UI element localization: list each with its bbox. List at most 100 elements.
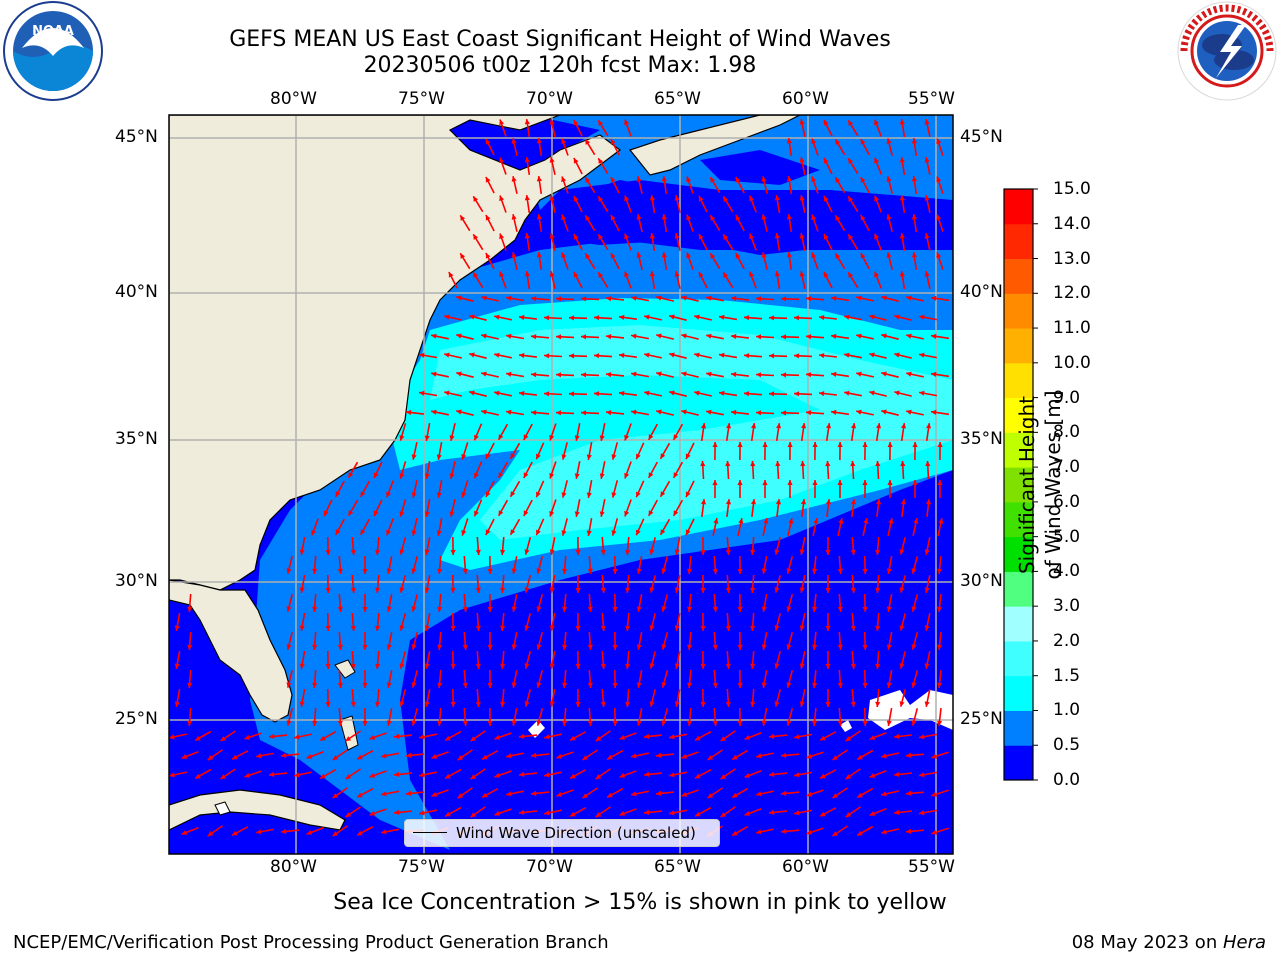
wind-wave-arrow: [411, 518, 418, 536]
wind-wave-arrow: [799, 271, 806, 289]
wind-wave-arrow: [787, 480, 793, 498]
wind-wave-arrow: [431, 409, 449, 416]
wind-wave-arrow: [735, 176, 745, 194]
wind-wave-arrow: [350, 650, 356, 670]
lat-label-right-25n: 25°N: [960, 709, 1003, 729]
map-subtitle-run: 20230506 t00z 120h fcst Max: 1.98: [363, 53, 757, 78]
wind-wave-arrow: [644, 352, 662, 359]
wind-wave-arrow: [530, 372, 550, 378]
wind-wave-arrow: [549, 537, 556, 555]
wind-wave-arrow: [244, 770, 262, 778]
colorbar-segment: [1004, 606, 1033, 642]
wind-wave-arrow: [475, 688, 481, 708]
wind-wave-arrow: [169, 771, 187, 778]
wind-wave-arrow: [319, 730, 337, 742]
wind-wave-arrow: [375, 650, 381, 670]
wind-wave-arrow: [494, 352, 512, 359]
wind-wave-arrow: [924, 575, 931, 593]
wind-wave-arrow: [431, 751, 449, 759]
wind-wave-arrow: [905, 790, 925, 796]
wind-wave-arrow: [611, 480, 619, 498]
wind-wave-arrow: [899, 270, 906, 290]
colorbar-tick-label: 7.0: [1053, 457, 1081, 478]
wind-wave-arrow: [875, 650, 881, 670]
wind-wave-arrow: [625, 650, 631, 670]
wind-wave-arrow: [574, 423, 581, 441]
wind-wave-arrow: [731, 409, 749, 416]
wind-wave-arrow: [850, 688, 856, 708]
wind-wave-arrow: [584, 138, 596, 156]
wind-wave-arrow: [207, 749, 223, 761]
wind-wave-arrow: [187, 631, 193, 651]
wind-wave-arrow: [780, 790, 800, 796]
wind-wave-arrow: [431, 371, 449, 378]
wind-wave-arrow: [444, 390, 462, 397]
wind-wave-arrow: [911, 708, 919, 726]
wind-wave-arrow: [294, 771, 312, 778]
colorbar-tick-label: 8.0: [1053, 422, 1081, 443]
wind-wave-arrow: [373, 461, 383, 479]
wind-wave-arrow: [924, 613, 931, 631]
wind-wave-arrow: [523, 499, 533, 517]
wind-wave-arrow: [499, 119, 507, 137]
wind-wave-arrow: [937, 518, 944, 536]
wind-wave-arrow: [656, 409, 674, 416]
wind-wave-arrow: [444, 806, 462, 818]
wind-wave-arrow: [706, 333, 724, 340]
wind-wave-arrow: [647, 423, 659, 441]
wind-wave-arrow: [431, 333, 449, 340]
wind-wave-arrow: [837, 707, 843, 727]
wind-wave-arrow: [462, 669, 468, 689]
wind-wave-arrow: [599, 461, 606, 479]
wind-wave-arrow: [456, 409, 474, 416]
wind-wave-arrow: [844, 352, 862, 359]
wind-wave-arrow: [698, 233, 708, 251]
wind-wave-arrow: [306, 827, 324, 835]
wind-wave-arrow: [924, 651, 931, 669]
wind-wave-arrow: [194, 730, 212, 742]
wind-wave-arrow: [787, 441, 793, 461]
colorbar-tick-label: 5.0: [1053, 526, 1081, 547]
wind-wave-arrow: [656, 333, 674, 340]
wind-wave-arrow: [886, 214, 893, 232]
wind-wave-arrow: [450, 688, 456, 708]
wind-wave-arrow: [720, 730, 736, 742]
wind-wave-arrow: [524, 118, 531, 138]
wind-wave-arrow: [631, 752, 649, 759]
wind-wave-arrow: [830, 409, 850, 416]
wind-wave-arrow: [405, 790, 425, 796]
wind-wave-arrow: [556, 789, 574, 797]
wind-wave-arrow: [819, 353, 837, 359]
wind-wave-arrow: [600, 574, 606, 594]
wind-wave-arrow: [755, 410, 775, 416]
wind-wave-arrow: [669, 390, 687, 397]
wind-wave-arrow: [775, 499, 782, 517]
ocean-pocket-north: [560, 180, 953, 255]
wind-wave-arrow: [860, 252, 870, 270]
wind-wave-arrow: [575, 688, 581, 708]
wind-wave-arrow: [624, 195, 632, 213]
wind-wave-arrow: [606, 749, 624, 761]
wind-wave-arrow: [862, 555, 868, 575]
wind-wave-arrow: [749, 233, 757, 251]
wind-wave-arrow: [924, 233, 931, 251]
wind-wave-arrow: [294, 733, 312, 740]
wind-wave-arrow: [562, 707, 568, 727]
wind-wave-arrow: [812, 555, 818, 575]
wind-wave-arrow: [584, 252, 596, 270]
wind-wave-arrow: [612, 669, 618, 689]
colorbar-tick-label: 1.5: [1053, 665, 1081, 686]
wind-wave-arrow: [768, 353, 788, 359]
wind-wave-arrow: [375, 574, 381, 594]
wind-wave-arrow: [481, 295, 499, 302]
wind-wave-arrow: [862, 631, 868, 651]
wind-wave-arrow: [887, 441, 893, 461]
wind-wave-arrow: [786, 251, 793, 271]
wind-wave-arrow: [600, 536, 606, 556]
wind-wave-arrow: [800, 422, 807, 442]
wind-wave-arrow: [687, 669, 693, 689]
wind-wave-arrow: [362, 669, 368, 689]
wind-wave-arrow: [672, 499, 684, 517]
wind-wave-arrow: [419, 771, 437, 778]
